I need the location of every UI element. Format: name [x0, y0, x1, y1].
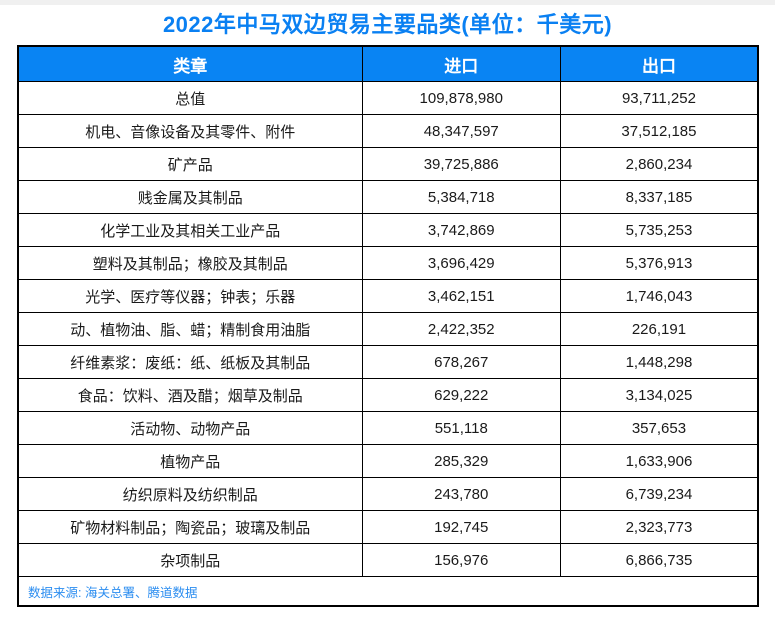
category-cell: 光学、医疗等仪器；钟表；乐器 [17, 279, 363, 313]
category-cell: 矿产品 [17, 147, 363, 181]
export-cell: 1,633,906 [559, 444, 759, 478]
import-cell: 551,118 [361, 411, 561, 445]
export-cell: 6,739,234 [559, 477, 759, 511]
table-row: 总值 109,878,980 93,711,252 [17, 81, 759, 115]
table-row: 纤维素浆：废纸：纸、纸板及其制品 678,267 1,448,298 [17, 345, 759, 379]
header-import: 进口 [361, 45, 561, 82]
import-cell: 156,976 [361, 543, 561, 577]
export-cell: 5,376,913 [559, 246, 759, 280]
header-export: 出口 [559, 45, 759, 82]
import-cell: 3,696,429 [361, 246, 561, 280]
import-cell: 48,347,597 [361, 114, 561, 148]
table-footer: 数据来源: 海关总署、腾道数据 [17, 576, 759, 607]
import-cell: 629,222 [361, 378, 561, 412]
source-row: 数据来源: 海关总署、腾道数据 [17, 576, 759, 607]
table-row: 机电、音像设备及其零件、附件 48,347,597 37,512,185 [17, 114, 759, 148]
export-cell: 226,191 [559, 312, 759, 346]
export-cell: 2,323,773 [559, 510, 759, 544]
export-cell: 1,448,298 [559, 345, 759, 379]
data-source-note: 数据来源: 海关总署、腾道数据 [17, 576, 759, 607]
export-cell: 2,860,234 [559, 147, 759, 181]
import-cell: 39,725,886 [361, 147, 561, 181]
import-cell: 109,878,980 [361, 81, 561, 115]
table-row: 化学工业及其相关工业产品 3,742,869 5,735,253 [17, 213, 759, 247]
category-cell: 机电、音像设备及其零件、附件 [17, 114, 363, 148]
import-cell: 285,329 [361, 444, 561, 478]
export-cell: 37,512,185 [559, 114, 759, 148]
category-cell: 纤维素浆：废纸：纸、纸板及其制品 [17, 345, 363, 379]
export-cell: 8,337,185 [559, 180, 759, 214]
export-cell: 3,134,025 [559, 378, 759, 412]
table-row: 活动物、动物产品 551,118 357,653 [17, 411, 759, 445]
page-title: 2022年中马双边贸易主要品类(单位：千美元) [162, 12, 613, 37]
export-cell: 6,866,735 [559, 543, 759, 577]
import-cell: 3,462,151 [361, 279, 561, 313]
table-body: 总值 109,878,980 93,711,252 机电、音像设备及其零件、附件… [17, 81, 759, 577]
table-header: 类章 进口 出口 [17, 45, 759, 82]
import-cell: 243,780 [361, 477, 561, 511]
table-row: 贱金属及其制品 5,384,718 8,337,185 [17, 180, 759, 214]
trade-table: 类章 进口 出口 总值 109,878,980 93,711,252 机电、音像… [17, 45, 759, 607]
table-row: 塑料及其制品；橡胶及其制品 3,696,429 5,376,913 [17, 246, 759, 280]
table-row: 矿产品 39,725,886 2,860,234 [17, 147, 759, 181]
export-cell: 93,711,252 [559, 81, 759, 115]
category-cell: 化学工业及其相关工业产品 [17, 213, 363, 247]
export-cell: 357,653 [559, 411, 759, 445]
category-cell: 纺织原料及纺织制品 [17, 477, 363, 511]
import-cell: 678,267 [361, 345, 561, 379]
category-cell: 杂项制品 [17, 543, 363, 577]
table-row: 食品：饮料、酒及醋；烟草及制品 629,222 3,134,025 [17, 378, 759, 412]
category-cell: 矿物材料制品；陶瓷品；玻璃及制品 [17, 510, 363, 544]
import-cell: 192,745 [361, 510, 561, 544]
table-row: 动、植物油、脂、蜡；精制食用油脂 2,422,352 226,191 [17, 312, 759, 346]
header-category: 类章 [17, 45, 363, 82]
table-row: 矿物材料制品；陶瓷品；玻璃及制品 192,745 2,323,773 [17, 510, 759, 544]
category-cell: 食品：饮料、酒及醋；烟草及制品 [17, 378, 363, 412]
category-cell: 动、植物油、脂、蜡；精制食用油脂 [17, 312, 363, 346]
table-row: 纺织原料及纺织制品 243,780 6,739,234 [17, 477, 759, 511]
header-row: 类章 进口 出口 [17, 45, 759, 82]
category-cell: 塑料及其制品；橡胶及其制品 [17, 246, 363, 280]
table-row: 光学、医疗等仪器；钟表；乐器 3,462,151 1,746,043 [17, 279, 759, 313]
category-cell: 总值 [17, 81, 363, 115]
page-top-strip [0, 0, 775, 5]
import-cell: 3,742,869 [361, 213, 561, 247]
category-cell: 活动物、动物产品 [17, 411, 363, 445]
import-cell: 2,422,352 [361, 312, 561, 346]
import-cell: 5,384,718 [361, 180, 561, 214]
category-cell: 植物产品 [17, 444, 363, 478]
category-cell: 贱金属及其制品 [17, 180, 363, 214]
table-row: 植物产品 285,329 1,633,906 [17, 444, 759, 478]
table-row: 杂项制品 156,976 6,866,735 [17, 543, 759, 577]
export-cell: 1,746,043 [559, 279, 759, 313]
export-cell: 5,735,253 [559, 213, 759, 247]
